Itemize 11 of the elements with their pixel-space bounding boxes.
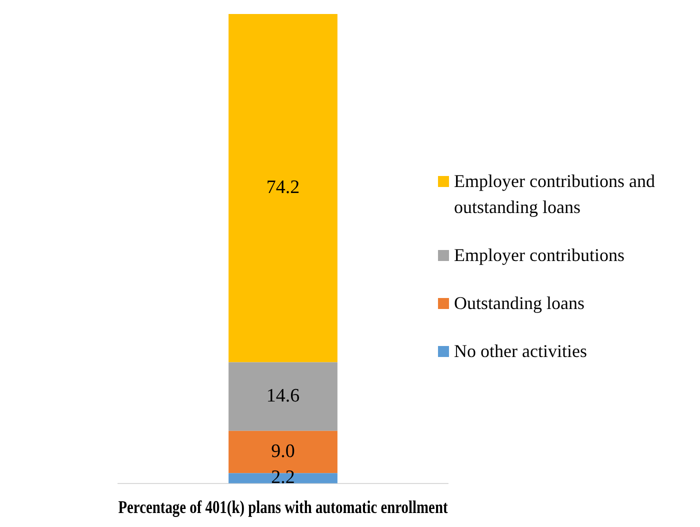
bar (228, 14, 338, 362)
data-label: 14.6 (266, 386, 300, 407)
bar (228, 362, 338, 431)
x-axis-title: Percentage of 401(k) plans with automatic enrollment (118, 496, 448, 518)
legend-label: Employer contributions and outstanding loans (454, 170, 656, 219)
legend-label: Employer contributions (454, 244, 624, 267)
legend-label: Outstanding loans (454, 292, 584, 315)
data-label: 9.0 (271, 440, 295, 462)
data-label: 2.2 (271, 467, 295, 488)
data-label: 74.2 (266, 177, 300, 198)
legend-label: No other activities (454, 340, 587, 363)
